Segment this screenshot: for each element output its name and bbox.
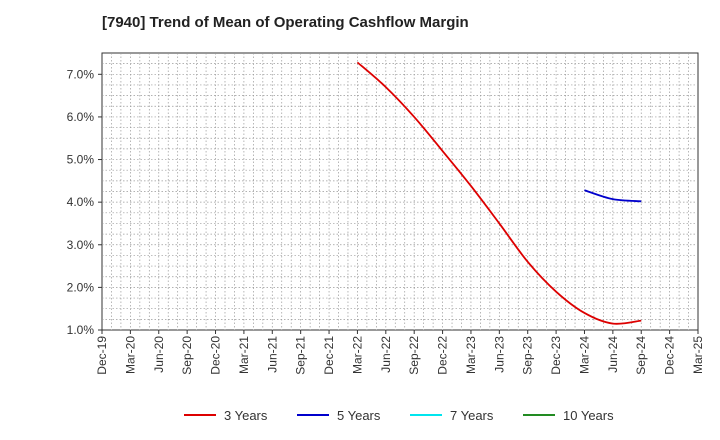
grid-lines <box>102 53 698 330</box>
x-tick-label: Mar-21 <box>237 336 251 374</box>
x-tick-label: Mar-22 <box>350 336 364 374</box>
x-tick-label: Dec-21 <box>322 336 336 375</box>
x-tick-label: Jun-24 <box>606 336 620 373</box>
x-tick-label: Dec-19 <box>95 336 109 375</box>
series-line-3-years <box>356 61 642 325</box>
y-tick-label: 7.0% <box>67 67 95 81</box>
y-tick-label: 6.0% <box>67 110 95 124</box>
y-axis-tick-labels: 1.0% 2.0% 3.0% 4.0% 5.0% 6.0% 7.0% <box>67 67 102 337</box>
x-tick-label: Dec-20 <box>209 336 223 375</box>
x-tick-label: Mar-20 <box>123 336 137 374</box>
y-tick-label: 2.0% <box>67 280 95 294</box>
x-tick-label: Dec-23 <box>549 336 563 375</box>
x-tick-label: Jun-20 <box>152 336 166 373</box>
y-tick-label: 4.0% <box>67 195 95 209</box>
y-tick-label: 3.0% <box>67 238 95 252</box>
x-tick-label: Sep-23 <box>521 336 535 375</box>
legend: 3 Years 5 Years 7 Years 10 Years <box>184 408 614 423</box>
chart-title: [7940] Trend of Mean of Operating Cashfl… <box>102 14 469 31</box>
x-tick-label: Sep-22 <box>407 336 421 375</box>
x-tick-label: Sep-21 <box>294 336 308 375</box>
x-tick-label: Sep-20 <box>180 336 194 375</box>
y-tick-label: 5.0% <box>67 153 95 167</box>
x-tick-label: Mar-25 <box>691 336 705 374</box>
x-tick-label: Jun-22 <box>379 336 393 373</box>
legend-label-10-years: 10 Years <box>563 408 614 423</box>
x-tick-label: Jun-21 <box>265 336 279 373</box>
series-lines <box>356 61 642 325</box>
x-tick-label: Mar-24 <box>577 336 591 374</box>
series-line-5-years <box>584 189 642 203</box>
y-tick-label: 1.0% <box>67 323 95 337</box>
x-tick-label: Sep-24 <box>634 336 648 375</box>
x-tick-label: Jun-23 <box>492 336 506 373</box>
x-tick-label: Dec-22 <box>436 336 450 375</box>
legend-label-3-years: 3 Years <box>224 408 268 423</box>
legend-label-7-years: 7 Years <box>450 408 494 423</box>
x-tick-label: Dec-24 <box>663 336 677 375</box>
x-tick-label: Mar-23 <box>464 336 478 374</box>
x-axis-tick-labels: Dec-19 Mar-20 Jun-20 Sep-20 Dec-20 Mar-21 Jun-… <box>95 330 705 375</box>
legend-label-5-years: 5 Years <box>337 408 381 423</box>
